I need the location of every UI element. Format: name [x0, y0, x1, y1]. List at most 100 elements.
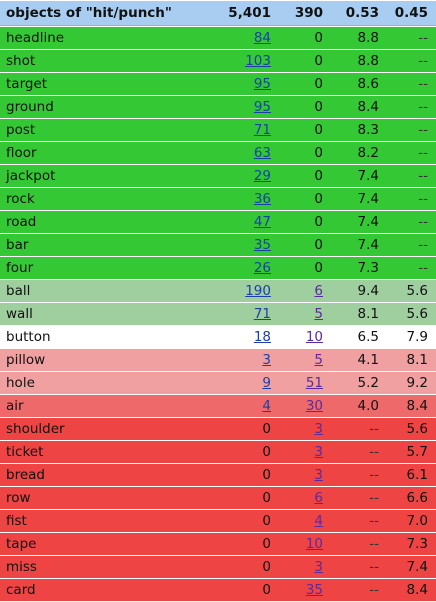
row-score-2: 5.6: [406, 421, 428, 437]
row-count-2-link[interactable]: 5: [314, 306, 323, 322]
row-score-1: --: [369, 490, 379, 506]
row-score-1: 6.5: [357, 329, 379, 345]
row-count-1-link[interactable]: 9: [262, 375, 271, 391]
row-count-1-link[interactable]: 103: [245, 53, 271, 69]
row-count-1: 0: [262, 490, 271, 506]
row-word: ticket: [6, 444, 44, 460]
row-count-1-link[interactable]: 71: [253, 122, 271, 138]
row-count-2: 0: [314, 237, 323, 253]
row-count-2: 0: [314, 168, 323, 184]
row-count-2: 4: [275, 510, 327, 532]
row-score-1: 4.0: [357, 398, 379, 414]
table-row: jackpot 29 0 7.4 --: [0, 165, 436, 187]
row-score-1: 8.6: [357, 76, 379, 92]
row-count-2: 5: [275, 349, 327, 371]
row-count-2-link[interactable]: 3: [314, 421, 323, 437]
table-row: target 95 0 8.6 --: [0, 73, 436, 95]
row-count-1-link[interactable]: 3: [262, 352, 271, 368]
row-score-2: 7.9: [406, 329, 428, 345]
row-word: hole: [6, 375, 35, 391]
row-word: fist: [6, 513, 27, 529]
row-count-1-link[interactable]: 18: [253, 329, 271, 345]
row-score-1: 7.3: [357, 260, 379, 276]
row-word: floor: [6, 145, 37, 161]
row-count-2: 0: [314, 145, 323, 161]
row-count-1: 36: [185, 188, 275, 210]
row-count-1: 190: [185, 280, 275, 302]
row-count-2: 3: [275, 556, 327, 578]
row-score-1: 9.4: [357, 283, 379, 299]
row-count-2-link[interactable]: 6: [314, 490, 323, 506]
table-row: post 71 0 8.3 --: [0, 119, 436, 141]
row-count-1-link[interactable]: 47: [253, 214, 271, 230]
row-count-1: 47: [185, 211, 275, 233]
row-count-2: 3: [275, 441, 327, 463]
row-score-2: 8.4: [406, 398, 428, 414]
row-count-1-link[interactable]: 35: [253, 237, 271, 253]
row-score-2: --: [418, 214, 428, 230]
header-score-1: 0.53: [327, 1, 383, 26]
row-count-2-link[interactable]: 35: [305, 582, 323, 598]
row-count-1: 0: [262, 582, 271, 598]
row-word: target: [6, 76, 48, 92]
row-count-2: 35: [275, 579, 327, 601]
row-score-1: 7.4: [357, 191, 379, 207]
row-count-2-link[interactable]: 3: [314, 444, 323, 460]
row-count-2: 10: [275, 326, 327, 348]
row-count-1-link[interactable]: 71: [253, 306, 271, 322]
row-word: bar: [6, 237, 29, 253]
row-count-2-link[interactable]: 6: [314, 283, 323, 299]
row-score-2: --: [418, 168, 428, 184]
header-score-2: 0.45: [383, 1, 436, 26]
row-score-2: 7.0: [406, 513, 428, 529]
row-score-1: --: [369, 513, 379, 529]
row-count-2: 0: [314, 214, 323, 230]
row-score-2: --: [418, 191, 428, 207]
row-count-2-link[interactable]: 3: [314, 559, 323, 575]
row-count-1: 63: [185, 142, 275, 164]
row-count-2-link[interactable]: 4: [314, 513, 323, 529]
row-count-1-link[interactable]: 4: [262, 398, 271, 414]
row-count-1: 4: [185, 395, 275, 417]
row-count-2-link[interactable]: 5: [314, 352, 323, 368]
row-score-1: 8.2: [357, 145, 379, 161]
table-row: ground 95 0 8.4 --: [0, 96, 436, 118]
row-score-1: 8.3: [357, 122, 379, 138]
row-word: button: [6, 329, 51, 345]
row-count-1: 95: [185, 73, 275, 95]
row-score-1: --: [369, 536, 379, 552]
row-score-2: --: [418, 53, 428, 69]
row-count-1: 84: [185, 27, 275, 49]
row-count-1-link[interactable]: 95: [253, 99, 271, 115]
row-count-1-link[interactable]: 95: [253, 76, 271, 92]
header-count-2: 390: [275, 1, 327, 26]
row-count-1-link[interactable]: 84: [253, 30, 271, 46]
row-count-1: 0: [262, 513, 271, 529]
row-count-1-link[interactable]: 29: [253, 168, 271, 184]
row-score-1: 7.4: [357, 214, 379, 230]
row-count-2-link[interactable]: 10: [305, 329, 323, 345]
row-score-2: 5.7: [406, 444, 428, 460]
row-count-2-link[interactable]: 3: [314, 467, 323, 483]
row-count-1-link[interactable]: 36: [253, 191, 271, 207]
row-count-1-link[interactable]: 26: [253, 260, 271, 276]
row-count-1: 0: [262, 536, 271, 552]
row-count-2-link[interactable]: 30: [305, 398, 323, 414]
row-word: headline: [6, 30, 65, 46]
row-count-1-link[interactable]: 63: [253, 145, 271, 161]
table-row: wall 71 5 8.1 5.6: [0, 303, 436, 325]
row-count-2-link[interactable]: 51: [305, 375, 323, 391]
row-score-2: --: [418, 99, 428, 115]
table-row: button 18 10 6.5 7.9: [0, 326, 436, 348]
row-count-2: 0: [314, 260, 323, 276]
row-word: air: [6, 398, 24, 414]
row-count-1: 18: [185, 326, 275, 348]
row-count-2-link[interactable]: 10: [305, 536, 323, 552]
row-count-1: 95: [185, 96, 275, 118]
row-count-2: 0: [314, 191, 323, 207]
table-row: floor 63 0 8.2 --: [0, 142, 436, 164]
row-count-1-link[interactable]: 190: [245, 283, 271, 299]
row-count-2: 30: [275, 395, 327, 417]
row-score-2: 7.4: [406, 559, 428, 575]
